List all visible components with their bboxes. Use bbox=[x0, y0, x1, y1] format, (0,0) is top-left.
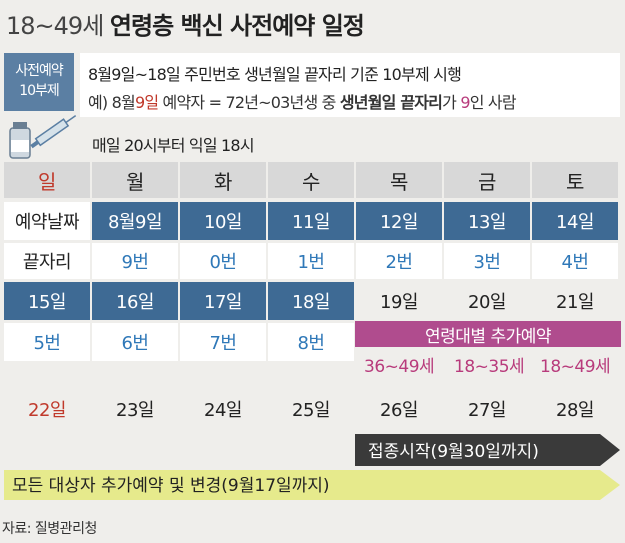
all-targets-arrow bbox=[4, 470, 620, 500]
info-text: 예약자 = 72년~03년생 중 bbox=[158, 93, 340, 112]
booking-date-cell: 12일 bbox=[356, 202, 442, 240]
info-text: 가 bbox=[442, 93, 461, 112]
weekday-header: 수 bbox=[268, 162, 354, 198]
booking-date-cell: 11일 bbox=[268, 202, 354, 240]
extra-age-range: 18~49세 bbox=[540, 357, 611, 377]
weekday-header: 토 bbox=[532, 162, 618, 198]
date-cell: 21일 bbox=[556, 292, 594, 313]
pre-booking-badge: 사전예약 10부제 bbox=[4, 53, 74, 111]
title-age-range: 18~49세 bbox=[6, 12, 104, 40]
row-label-date: 예약날짜 bbox=[4, 202, 90, 240]
birth-digit-cell: 5번 bbox=[4, 323, 90, 361]
weekday-header: 목 bbox=[356, 162, 442, 198]
birth-digit-cell: 8번 bbox=[268, 323, 354, 361]
booking-date-cell: 18일 bbox=[268, 282, 354, 320]
info-highlight-day: 9일 bbox=[134, 93, 159, 112]
extra-age-range: 36~49세 bbox=[364, 357, 435, 377]
birth-digit-cell: 9번 bbox=[92, 243, 178, 279]
row-label-digit: 끝자리 bbox=[4, 243, 90, 279]
weekday-header: 화 bbox=[180, 162, 266, 198]
info-bold: 생년월일 끝자리 bbox=[339, 93, 443, 112]
birth-digit-cell: 4번 bbox=[532, 243, 618, 279]
booking-date-cell: 17일 bbox=[180, 282, 266, 320]
source-credit: 자료: 질병관리청 bbox=[2, 521, 97, 537]
info-line2: 예) 8월9일 예약자 = 72년~03년생 중 생년월일 끝자리가 9인 사람 bbox=[88, 89, 517, 113]
date-cell: 25일 bbox=[292, 400, 330, 421]
birth-digit-cell: 6번 bbox=[92, 323, 178, 361]
weekday-header: 금 bbox=[444, 162, 530, 198]
extra-age-range: 18~35세 bbox=[454, 357, 525, 377]
daily-schedule-note: 매일 20시부터 익일 18시 bbox=[92, 136, 255, 155]
timeline-arrows: 접종시작(9월30일까지) 모든 대상자 추가예약 및 변경(9월17일까지) bbox=[4, 434, 620, 500]
birth-digit-cell: 1번 bbox=[268, 243, 354, 279]
title-main: 연령층 백신 사전예약 일정 bbox=[109, 12, 365, 40]
info-highlight-digit: 9 bbox=[460, 93, 470, 112]
vaccination-arrow-label: 접종시작(9월30일까지) bbox=[368, 442, 539, 462]
date-cell: 27일 bbox=[468, 400, 506, 421]
birth-digit-cell: 7번 bbox=[180, 323, 266, 361]
booking-date-cell: 10일 bbox=[180, 202, 266, 240]
birth-digit-cell: 2번 bbox=[356, 243, 442, 279]
extra-booking-bar: 연령대별 추가예약 bbox=[355, 321, 621, 347]
info-text: 예) 8월 bbox=[88, 93, 136, 112]
birth-digit-cell: 3번 bbox=[444, 243, 530, 279]
date-cell: 23일 bbox=[116, 400, 154, 421]
booking-date-cell: 13일 bbox=[444, 202, 530, 240]
all-targets-arrow-label: 모든 대상자 추가예약 및 변경(9월17일까지) bbox=[12, 476, 330, 496]
info-line1: 8월9일~18일 주민번호 생년월일 끝자리 기준 10부제 시행 bbox=[88, 65, 462, 84]
vaccination-arrow bbox=[355, 434, 620, 466]
page-title: 18~49세 연령층 백신 사전예약 일정 bbox=[6, 6, 365, 41]
booking-date-cell: 8월9일 bbox=[92, 202, 178, 240]
date-cell: 20일 bbox=[468, 292, 506, 313]
date-cell: 22일 bbox=[28, 400, 66, 421]
vaccine-syringe-icon bbox=[9, 115, 77, 159]
date-cell: 24일 bbox=[204, 400, 242, 421]
booking-date-cell: 16일 bbox=[92, 282, 178, 320]
badge-line1: 사전예약 bbox=[15, 63, 64, 79]
info-box: 8월9일~18일 주민번호 생년월일 끝자리 기준 10부제 시행 예) 8월9… bbox=[80, 53, 620, 117]
date-cell: 19일 bbox=[380, 292, 418, 313]
booking-date-cell: 14일 bbox=[532, 202, 618, 240]
info-text: 인 사람 bbox=[469, 93, 517, 112]
date-cell: 26일 bbox=[380, 400, 418, 421]
badge-line2: 10부제 bbox=[19, 83, 60, 99]
weekday-header: 월 bbox=[92, 162, 178, 198]
date-cell: 28일 bbox=[556, 400, 594, 421]
weekday-header: 일 bbox=[4, 162, 90, 198]
booking-date-cell: 15일 bbox=[4, 282, 90, 320]
birth-digit-cell: 0번 bbox=[180, 243, 266, 279]
